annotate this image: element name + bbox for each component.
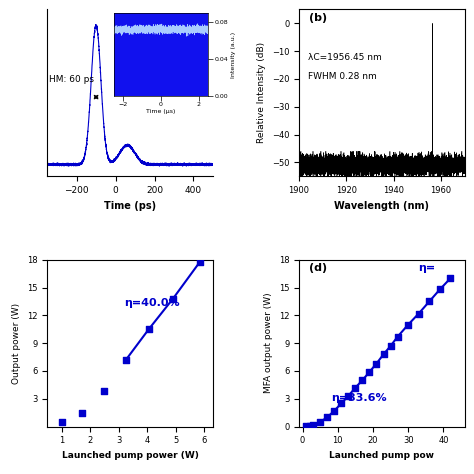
Point: [169, 295, 177, 302]
Point: [415, 310, 422, 317]
Text: FWHM 0.28 nm: FWHM 0.28 nm: [309, 72, 377, 81]
Y-axis label: Relative Intensity (dB): Relative Intensity (dB): [257, 42, 266, 144]
Y-axis label: MFA output power (W): MFA output power (W): [264, 293, 273, 393]
Point: [310, 421, 317, 428]
Point: [345, 392, 352, 400]
Text: HM: 60 ps: HM: 60 ps: [49, 75, 94, 84]
Point: [447, 274, 454, 282]
Point: [58, 418, 65, 426]
Point: [306, 422, 313, 429]
Text: λC=1956.45 nm: λC=1956.45 nm: [309, 53, 382, 62]
Point: [380, 350, 387, 358]
Point: [359, 376, 366, 384]
Point: [323, 413, 331, 421]
Point: [426, 298, 433, 305]
Point: [387, 342, 394, 350]
Point: [394, 333, 401, 340]
Text: η=33.6%: η=33.6%: [331, 392, 386, 402]
Point: [365, 368, 373, 376]
Text: η=40.0%: η=40.0%: [125, 298, 180, 308]
X-axis label: Launched pump power (W): Launched pump power (W): [62, 451, 199, 460]
Point: [78, 409, 85, 417]
Point: [122, 356, 130, 364]
Point: [436, 286, 444, 293]
Point: [373, 360, 380, 367]
Point: [337, 400, 345, 407]
X-axis label: Wavelength (nm): Wavelength (nm): [334, 201, 429, 210]
Point: [302, 422, 310, 430]
Text: η=: η=: [418, 264, 435, 273]
X-axis label: Launched pump pow: Launched pump pow: [329, 451, 434, 460]
Point: [404, 321, 412, 328]
Text: (d): (d): [309, 264, 327, 273]
Point: [330, 407, 338, 415]
Point: [145, 326, 153, 333]
Text: (b): (b): [309, 13, 327, 23]
Point: [352, 384, 359, 392]
Point: [316, 418, 324, 426]
X-axis label: Time (ps): Time (ps): [104, 201, 156, 210]
Y-axis label: Output power (W): Output power (W): [12, 302, 21, 384]
Point: [196, 258, 204, 265]
Point: [100, 388, 108, 395]
